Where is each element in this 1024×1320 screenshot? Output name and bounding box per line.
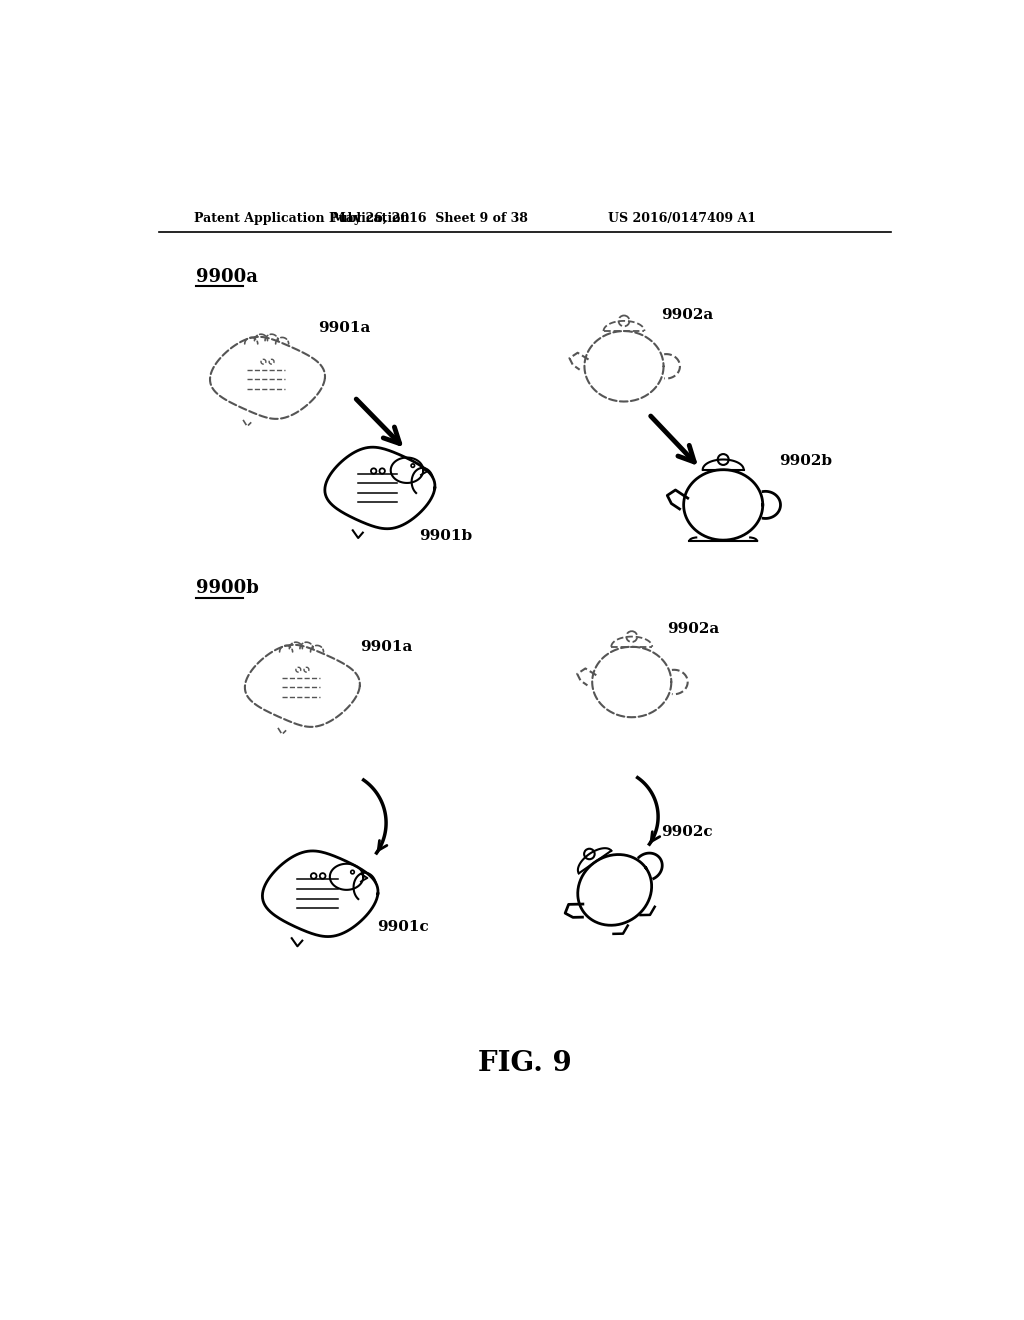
- Circle shape: [311, 873, 316, 879]
- Text: 9900b: 9900b: [197, 579, 259, 598]
- Circle shape: [319, 873, 326, 879]
- Text: 9902c: 9902c: [662, 825, 713, 840]
- Text: 9902a: 9902a: [662, 308, 714, 322]
- Text: 9901b: 9901b: [419, 528, 472, 543]
- Circle shape: [411, 463, 415, 467]
- Text: May 26, 2016  Sheet 9 of 38: May 26, 2016 Sheet 9 of 38: [333, 213, 528, 224]
- Text: 9902b: 9902b: [779, 454, 831, 467]
- Text: 9901a: 9901a: [317, 321, 371, 335]
- Text: FIG. 9: FIG. 9: [478, 1049, 571, 1077]
- Circle shape: [351, 870, 354, 874]
- Text: 9901c: 9901c: [378, 920, 429, 933]
- Circle shape: [371, 469, 377, 474]
- Text: US 2016/0147409 A1: US 2016/0147409 A1: [608, 213, 757, 224]
- Text: 9901a: 9901a: [360, 640, 413, 655]
- Circle shape: [380, 469, 385, 474]
- Text: 9902a: 9902a: [667, 623, 719, 636]
- Text: Patent Application Publication: Patent Application Publication: [194, 213, 410, 224]
- Text: 9900a: 9900a: [197, 268, 258, 285]
